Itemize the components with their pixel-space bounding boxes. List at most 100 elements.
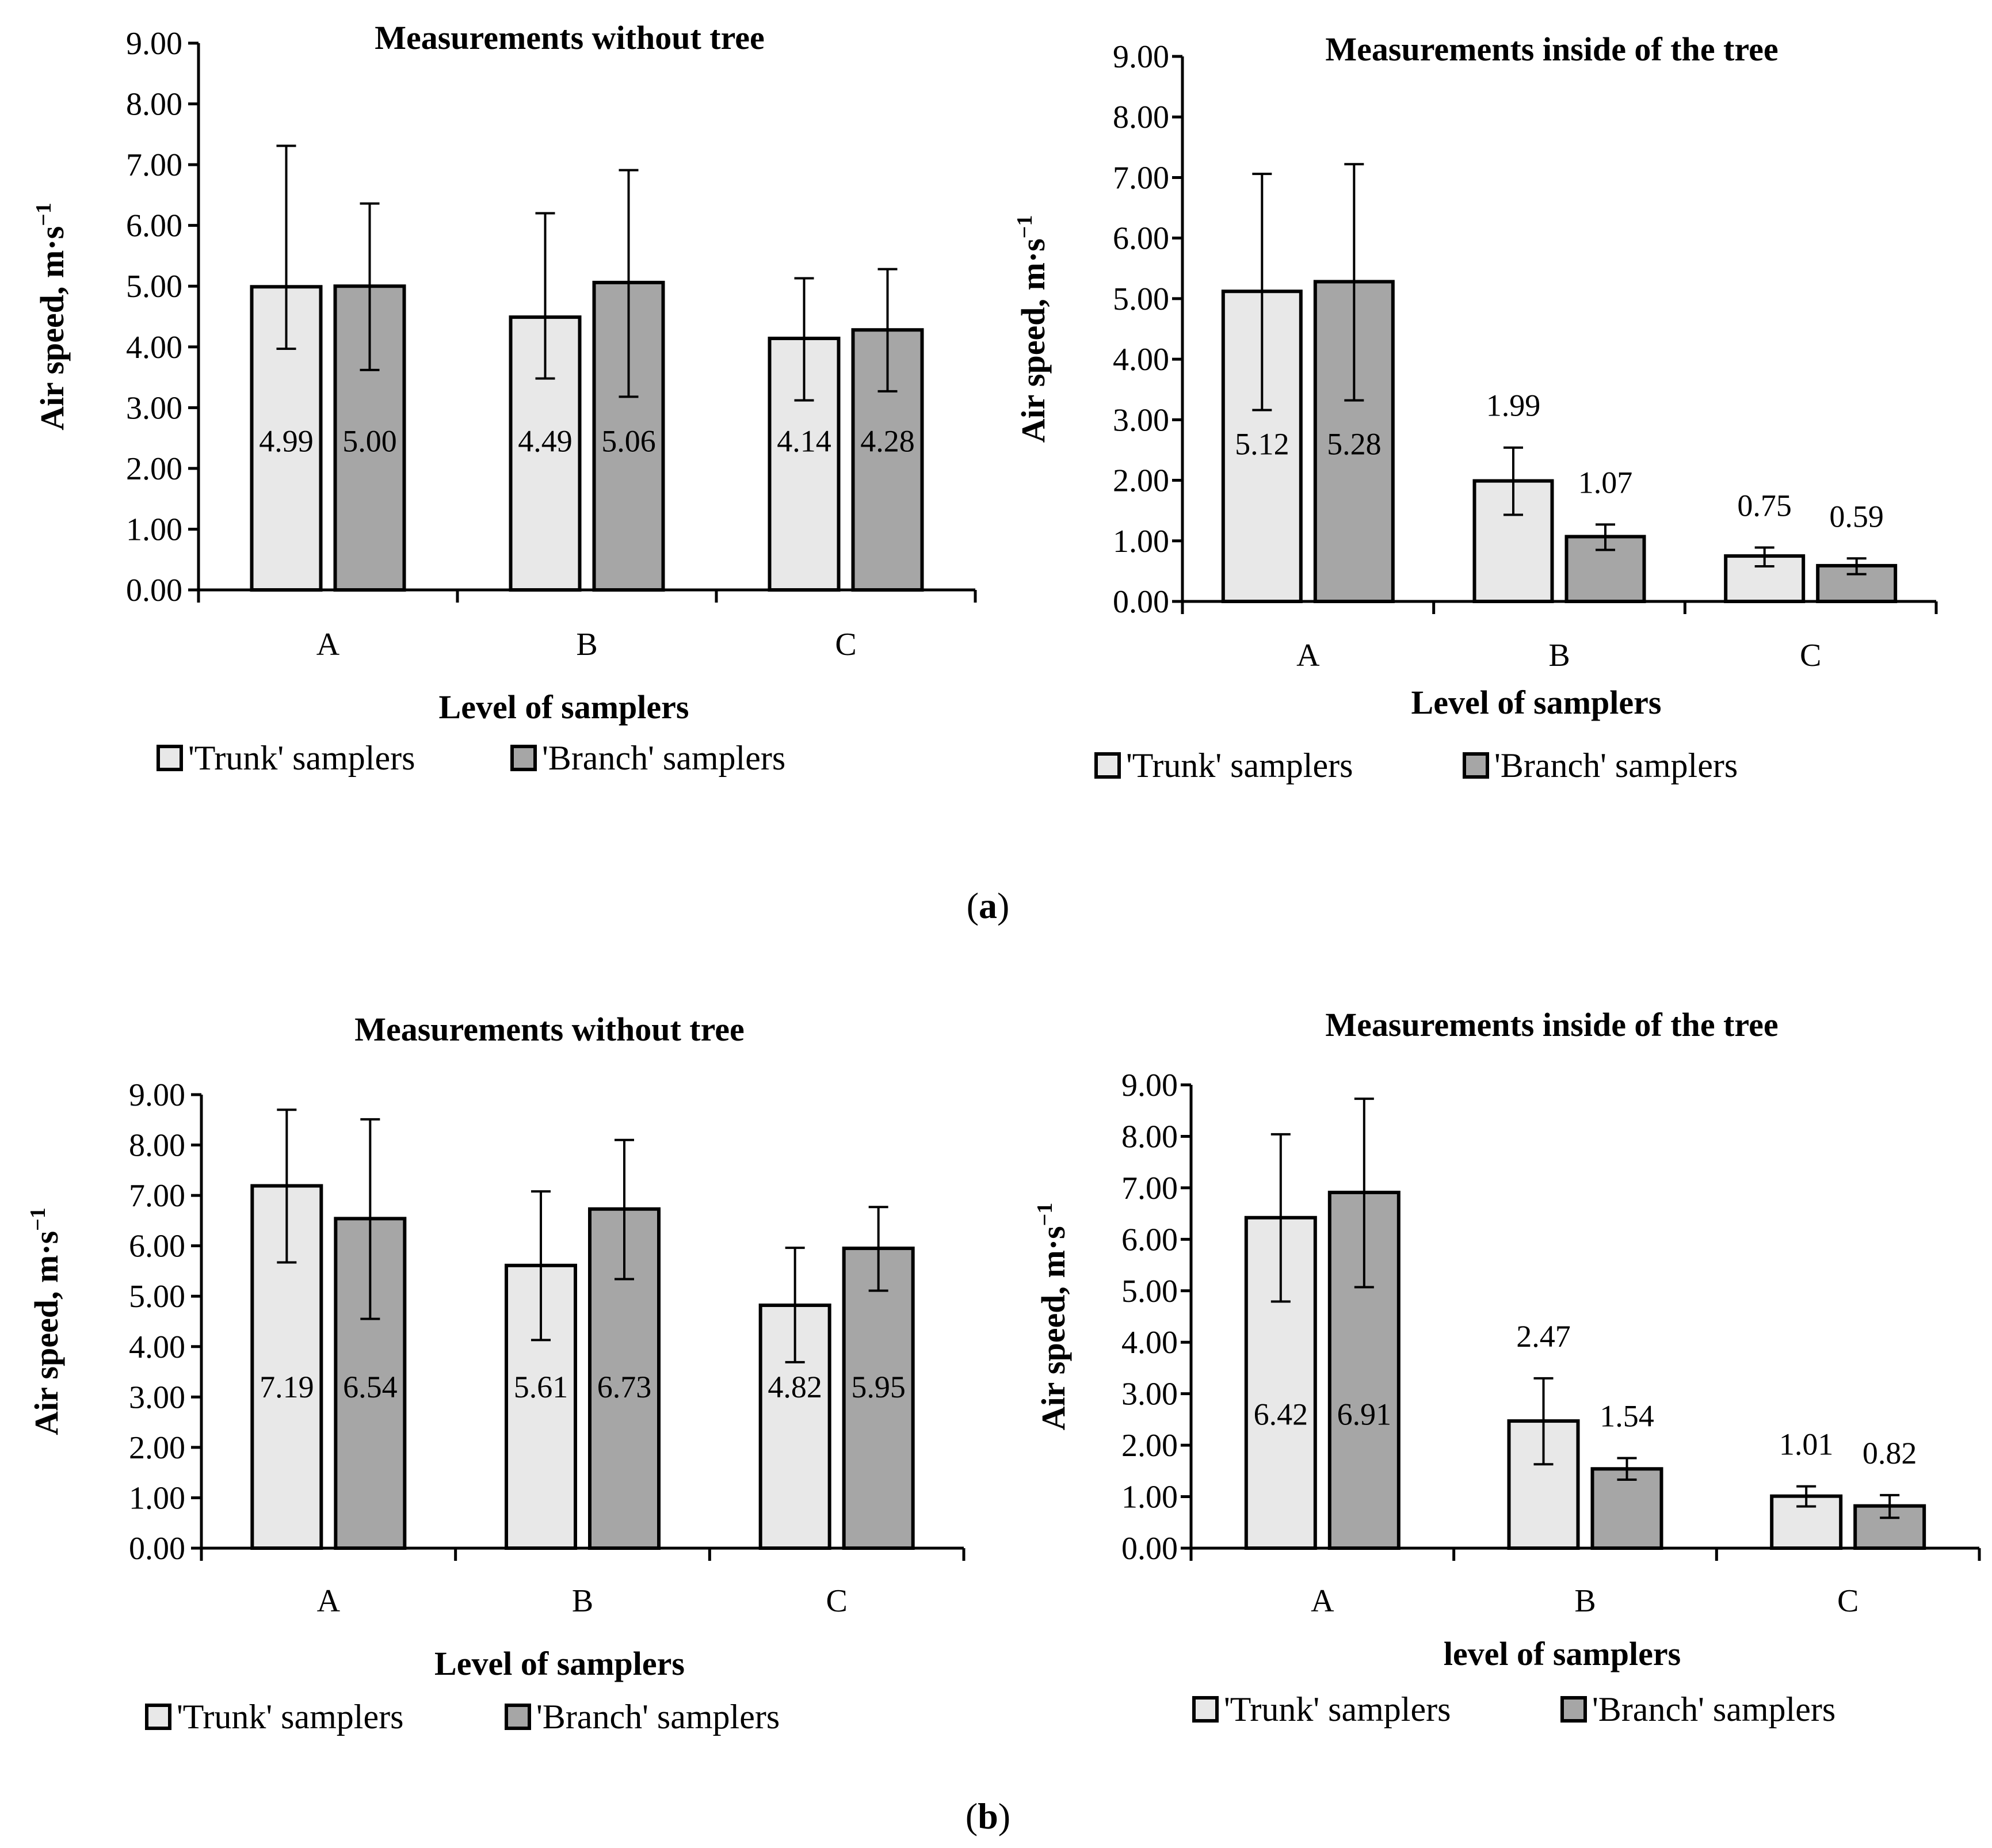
x-axis-label: level of samplers [1444,1635,1681,1672]
y-tick-label: 8.00 [129,1128,185,1164]
y-tick-label: 3.00 [129,1380,185,1415]
bar-branch-B [1590,1467,1663,1550]
error-bar [1617,1457,1637,1481]
chart-4: Measurements inside of the tree 0.00 1.00 2… [1033,1006,1981,1728]
chart-2: Measurements inside of the tree 0.00 1.00 2… [1013,31,1938,784]
data-label: 5.00 [342,424,397,458]
y-tick-label: 8.00 [126,87,182,123]
y-tick-label: 5.00 [1121,1274,1178,1309]
y-tick-label: 7.00 [1121,1171,1178,1206]
error-bar [1354,1098,1374,1289]
legend: 'Trunk' samplers 'Branch' samplers [157,739,785,777]
error-bar [1796,1485,1817,1508]
data-label: 5.12 [1235,426,1289,461]
chart-title: Measurements without tree [375,19,765,56]
x-axis-label: Level of samplers [434,1645,685,1682]
y-tick-label: 4.00 [126,330,182,365]
error-bar [360,202,380,371]
y-tick-label: 9.00 [1113,39,1169,75]
y-tick-label: 1.00 [126,512,182,547]
legend: 'Trunk' samplers 'Branch' samplers [1192,1690,1835,1728]
data-label: 4.82 [768,1370,822,1404]
data-label: 6.91 [1337,1397,1392,1431]
x-tick-label: A [1296,638,1320,673]
error-bar [785,1247,805,1363]
x-tick-label: A [316,627,340,662]
y-tick-label: 2.00 [1121,1428,1178,1464]
error-bar [1846,557,1867,576]
x-tick-label: B [1548,638,1570,673]
data-label: 7.19 [260,1370,314,1404]
data-label: 1.01 [1779,1427,1834,1462]
data-label: 4.14 [777,424,831,458]
x-tick-label: C [826,1583,847,1619]
error-bar [1533,1377,1554,1466]
bar-trunk-B [509,315,582,592]
data-label: 6.42 [1254,1397,1308,1431]
y-tick-label: 2.00 [1113,463,1169,499]
legend-entry-branch: 'Branch' samplers [1592,1690,1835,1728]
panel-label-b: (b) [966,1796,1010,1836]
error-bar [794,277,814,402]
error-bar [277,1108,297,1264]
x-axis-label: Level of samplers [1411,684,1662,721]
y-tick-label: 9.00 [129,1077,185,1113]
y-tick-label: 0.00 [126,573,182,608]
y-axis-label: Air speed, m·s−1 [26,1207,65,1435]
error-bar [1880,1493,1900,1519]
data-label: 5.95 [851,1370,906,1404]
x-axis-label: Level of samplers [439,688,689,726]
legend-swatch-trunk [1192,1696,1219,1723]
legend-entry-trunk: 'Trunk' samplers [177,1698,403,1736]
y-tick-label: 0.00 [129,1531,185,1567]
y-tick-label: 5.00 [126,269,182,304]
data-label: 0.82 [1863,1436,1917,1470]
y-tick-label: 3.00 [1113,402,1169,438]
legend-swatch-branch [505,1704,531,1730]
chart-title: Measurements inside of the tree [1325,1006,1778,1043]
y-tick-label: 3.00 [126,390,182,426]
legend: 'Trunk' samplers 'Branch' samplers [145,1698,780,1736]
data-label: 0.59 [1829,499,1884,534]
error-bar [531,1190,551,1342]
error-bar [619,169,639,398]
x-tick-label: A [1311,1583,1334,1619]
y-tick-label: 7.00 [129,1178,185,1214]
error-bar [877,268,898,393]
legend-entry-branch: 'Branch' samplers [536,1698,780,1736]
error-bar [1270,1133,1291,1303]
legend-swatch-branch [510,745,537,771]
y-tick-label: 1.00 [129,1480,185,1516]
chart-1: Measurements without tree 0.00 1.00 2.00 3.0… [32,19,977,777]
y-tick-label: 1.00 [1113,524,1169,559]
y-tick-label: 2.00 [126,451,182,487]
data-label: 5.06 [601,424,656,458]
y-tick-label: 3.00 [1121,1377,1178,1412]
data-label: 4.28 [860,424,915,458]
error-bar [1252,173,1272,411]
panel-label-a: (a) [967,885,1010,926]
legend-swatch-trunk [157,745,183,771]
error-bar [535,212,555,380]
data-label: 5.28 [1327,426,1382,461]
y-tick-label: 7.00 [1113,160,1169,196]
data-label: 1.54 [1600,1399,1654,1433]
data-label: 6.54 [343,1370,398,1404]
error-bar [1503,446,1523,516]
y-axis-label: Air speed, m·s−1 [1033,1203,1072,1431]
y-tick-label: 9.00 [126,26,182,62]
x-tick-label: C [1837,1583,1859,1619]
bar-branch-B [588,1207,661,1550]
y-tick-label: 1.00 [1121,1480,1178,1515]
data-label: 5.61 [514,1370,568,1404]
y-tick-label: 8.00 [1121,1119,1178,1154]
data-label: 4.49 [518,424,573,458]
y-tick-label: 2.00 [129,1430,185,1466]
x-tick-label: B [576,627,597,662]
y-tick-label: 5.00 [129,1279,185,1314]
legend-entry-trunk: 'Trunk' samplers [1126,746,1353,784]
y-tick-label: 8.00 [1113,100,1169,135]
legend-entry-branch: 'Branch' samplers [1494,746,1738,784]
legend-swatch-trunk [1094,752,1121,779]
